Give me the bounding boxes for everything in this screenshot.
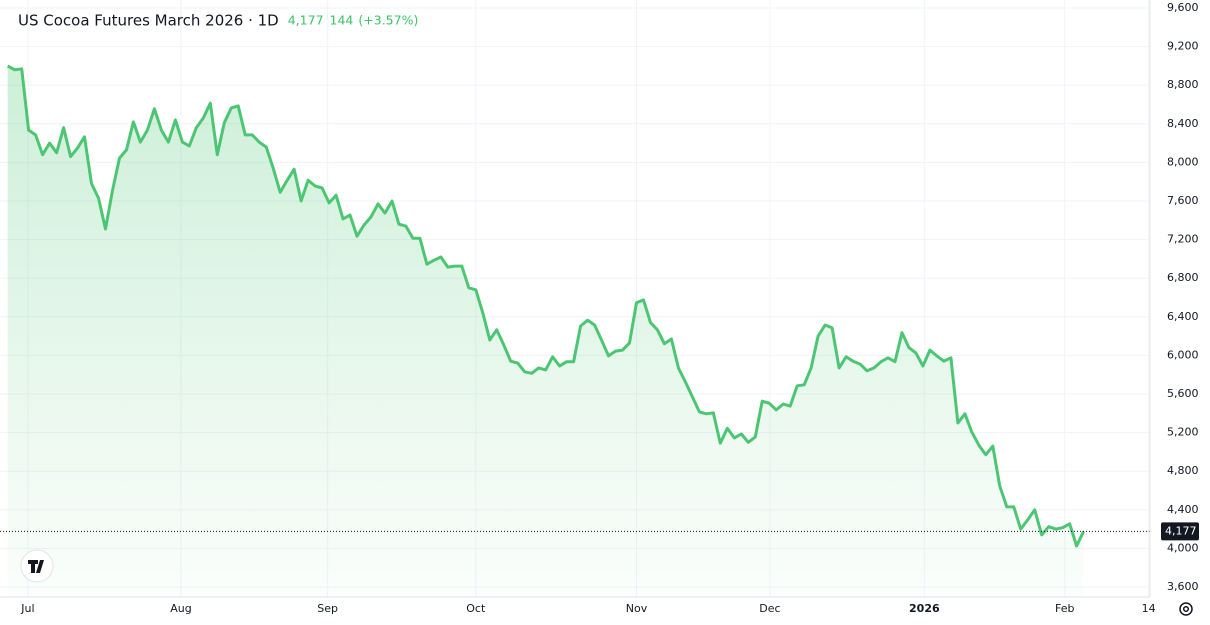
price-tag-label: 4,177 <box>1165 524 1197 537</box>
y-tick-label: 8,000 <box>1167 155 1199 168</box>
x-tick-label: Dec <box>759 602 780 615</box>
y-tick-label: 7,600 <box>1167 194 1199 207</box>
y-tick-label: 7,200 <box>1167 233 1199 246</box>
y-tick-label: 8,400 <box>1167 117 1199 130</box>
y-tick-label: 6,000 <box>1167 348 1199 361</box>
last-price: 4,177 <box>288 13 324 28</box>
plot <box>0 64 1150 597</box>
change-percent: (+3.57%) <box>358 13 418 28</box>
y-tick-label: 4,800 <box>1167 464 1199 477</box>
area <box>7 65 1084 597</box>
change: 144 <box>330 13 354 28</box>
x-tick-label: Feb <box>1055 602 1074 615</box>
logo[interactable] <box>20 549 54 583</box>
y-tick-label: 4,400 <box>1167 503 1199 516</box>
y-tick-label: 3,600 <box>1167 580 1199 593</box>
chart-title: US Cocoa Futures March 2026 · 1D <box>18 12 279 30</box>
x-tick-label: Oct <box>466 602 486 615</box>
y-tick-label: 4,000 <box>1167 541 1199 554</box>
price-tag <box>1161 522 1199 541</box>
x-tick-label: 14 <box>1142 602 1156 615</box>
line <box>6 64 1085 548</box>
y-tick-label: 6,400 <box>1167 310 1199 323</box>
settings-icon[interactable] <box>1179 602 1193 616</box>
y-tick-label: 9,200 <box>1167 40 1199 53</box>
y-tick-label: 9,600 <box>1167 1 1199 14</box>
x-tick-label: Jul <box>20 602 34 615</box>
x-tick-label: Aug <box>170 602 191 615</box>
y-tick-label: 5,200 <box>1167 426 1199 439</box>
y-tick-label: 6,800 <box>1167 271 1199 284</box>
x-tick-label: 2026 <box>909 602 940 615</box>
x-tick-label: Sep <box>317 602 338 615</box>
y-tick-label: 8,800 <box>1167 78 1199 91</box>
x-tick-label: Nov <box>626 602 648 615</box>
y-tick-label: 5,600 <box>1167 387 1199 400</box>
